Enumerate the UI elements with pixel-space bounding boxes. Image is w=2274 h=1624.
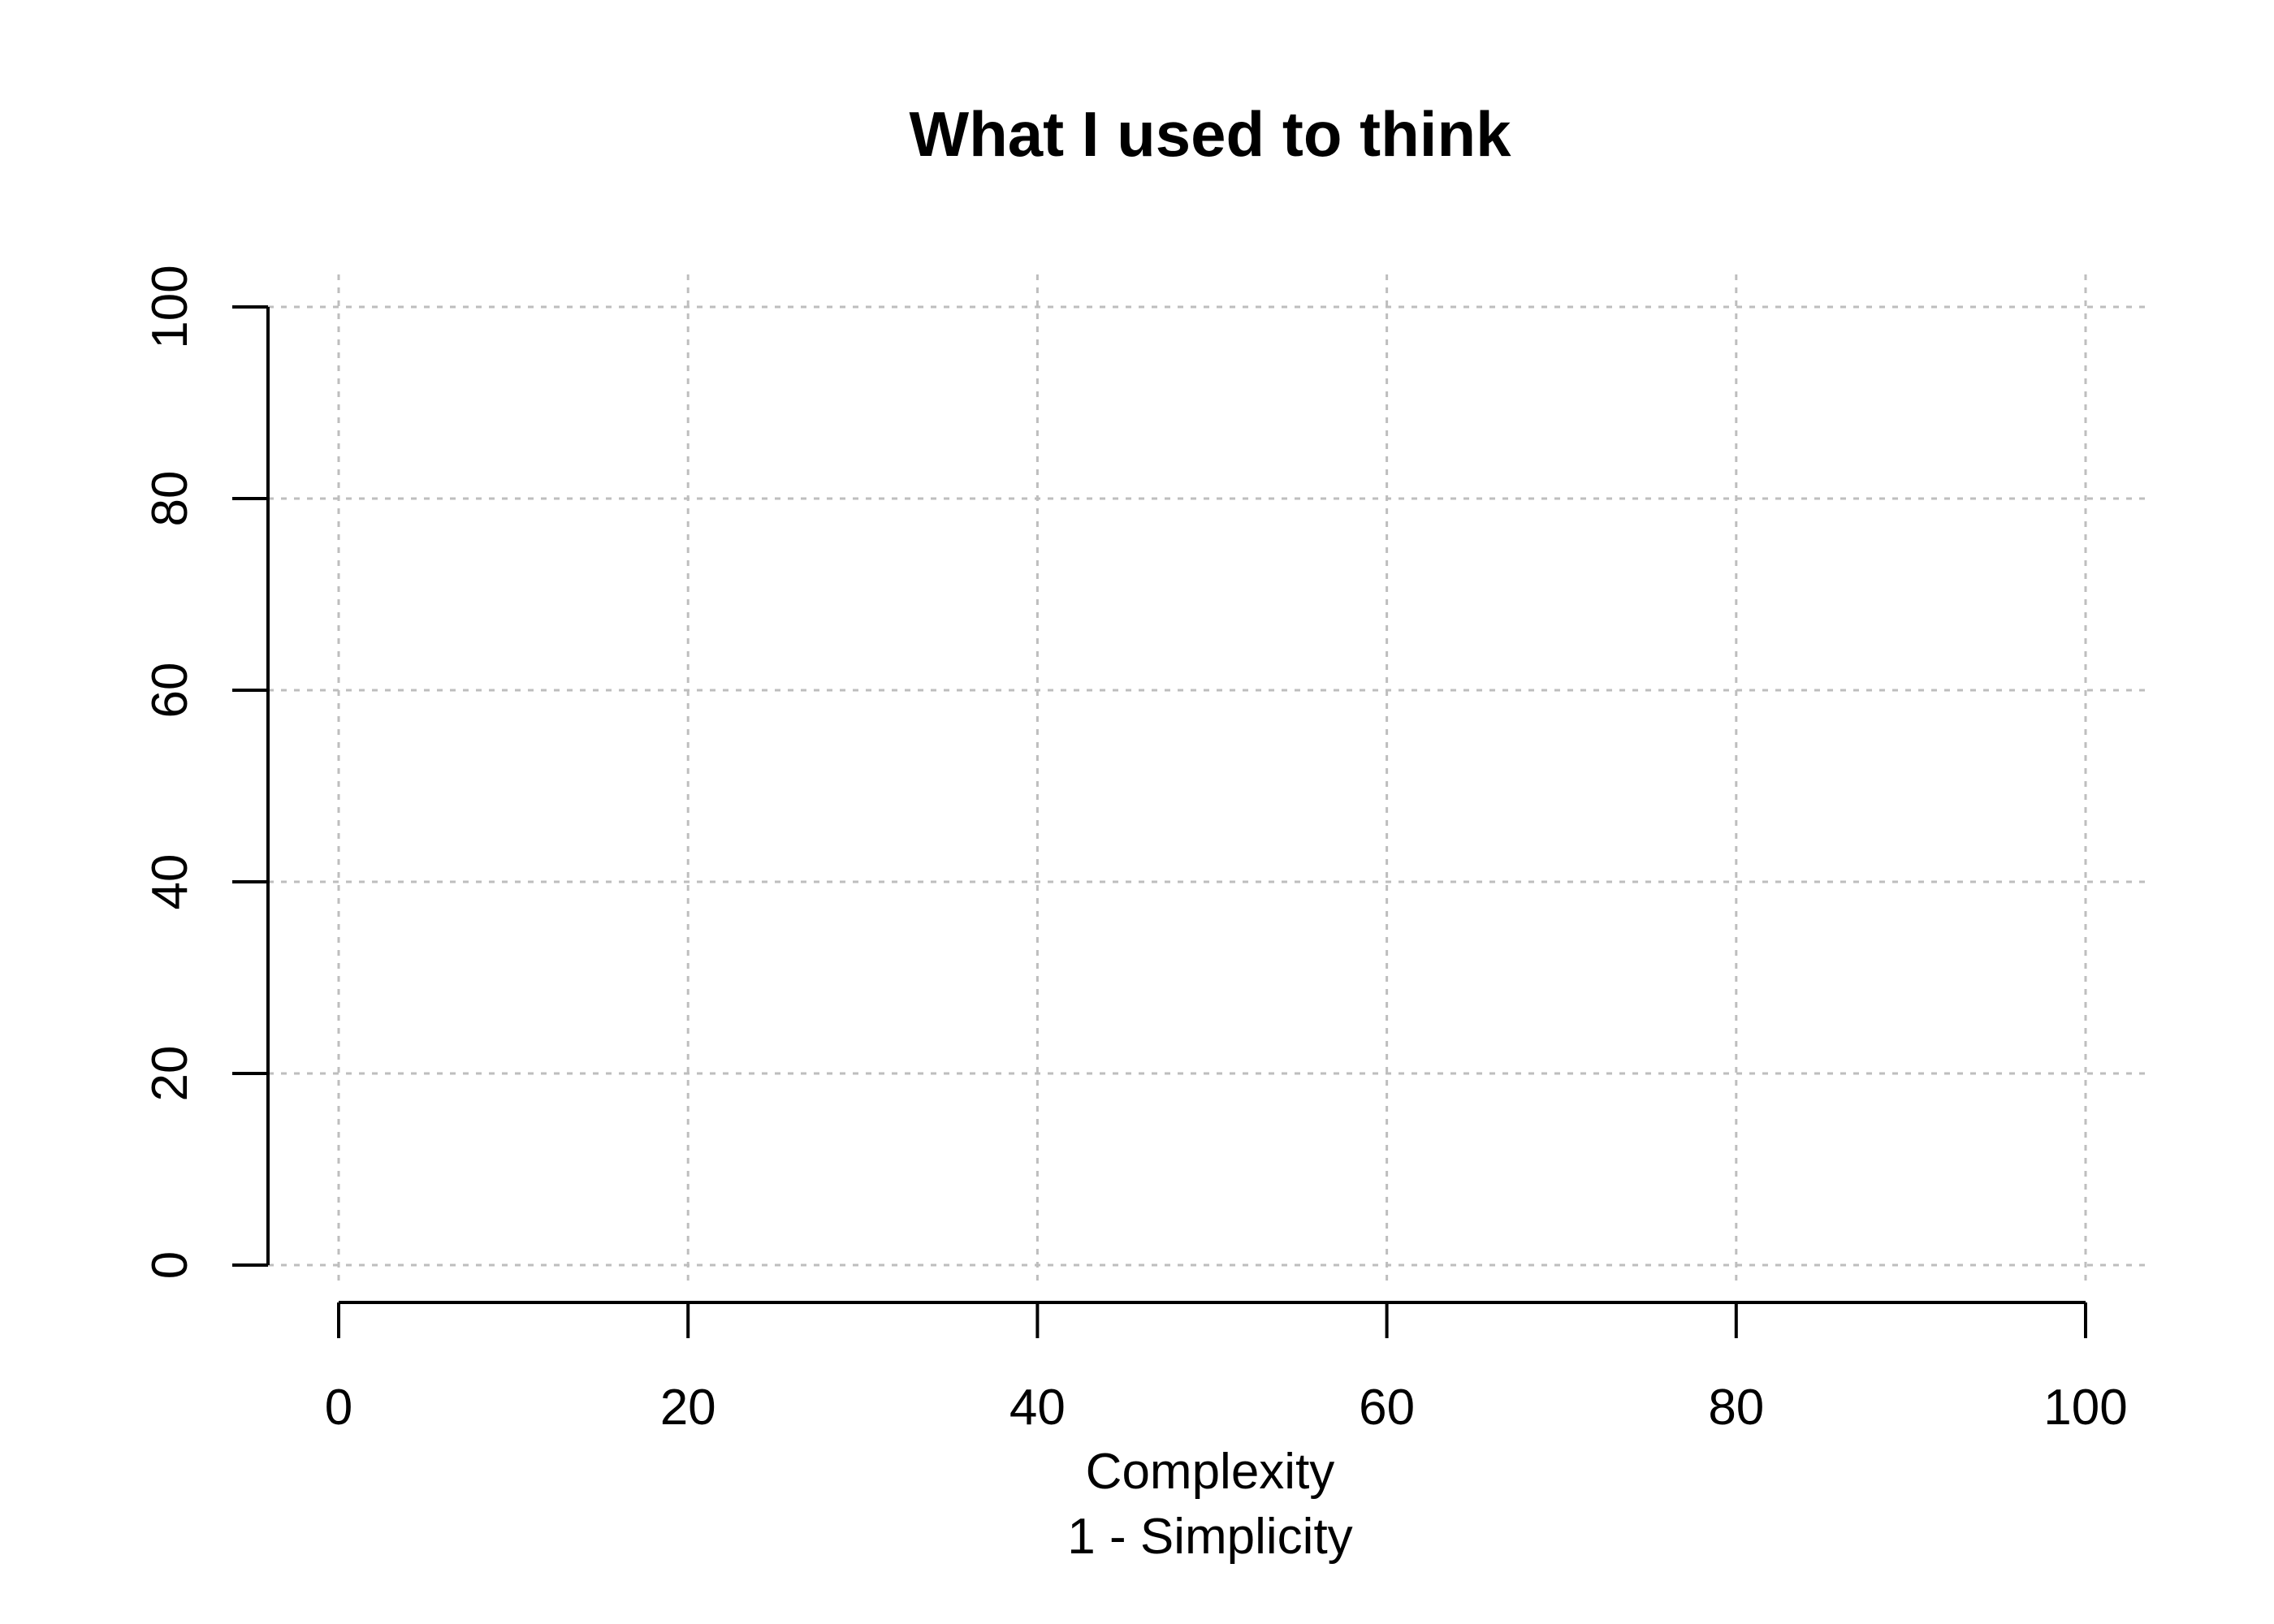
y-tick-label-5: 100 [142,265,198,348]
x-axis: 0 20 40 60 80 100 [325,1301,2128,1436]
y-tick-label-2: 40 [142,854,198,910]
x-tick-label-0: 0 [325,1380,352,1436]
x-tick-label-1: 20 [660,1380,716,1436]
x-tick-label-5: 100 [2043,1380,2127,1436]
grid [268,274,2151,1283]
y-axis: 0 20 40 60 80 100 [142,265,270,1279]
chart-title: What I used to think [910,98,1512,170]
x-axis-title: Complexity [1086,1444,1335,1500]
y-tick-label-0: 0 [142,1251,198,1279]
y-tick-label-4: 80 [142,471,198,527]
x-axis-subtitle: 1 - Simplicity [1067,1509,1352,1565]
x-tick-label-2: 40 [1009,1380,1066,1436]
y-tick-label-1: 20 [142,1046,198,1102]
y-tick-label-3: 60 [142,663,198,719]
x-tick-label-4: 80 [1708,1380,1764,1436]
x-tick-label-3: 60 [1359,1380,1415,1436]
